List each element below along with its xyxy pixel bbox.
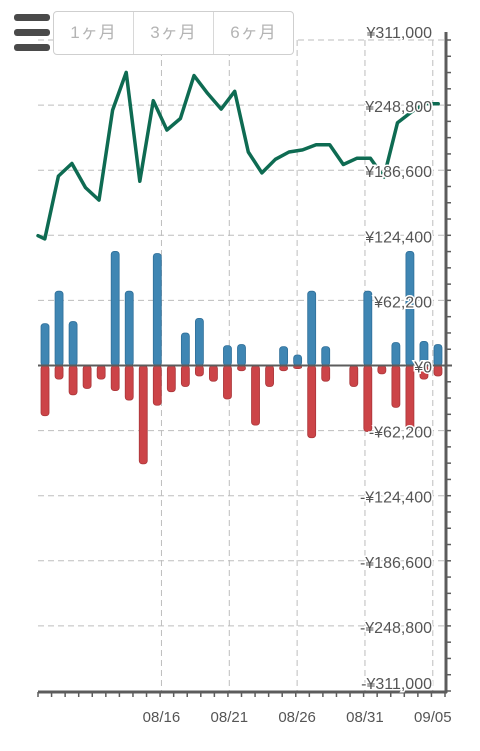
x-tick-label: 08/31 (346, 709, 384, 726)
bar-negative (138, 365, 148, 465)
bar-negative (307, 365, 317, 439)
period-tabs: 1ヶ月 3ヶ月 6ヶ月 (53, 11, 294, 55)
bar-negative (251, 365, 260, 426)
bar-negative (391, 365, 401, 408)
bar-positive (363, 290, 373, 366)
bar-positive (433, 344, 443, 366)
bar-negative (265, 365, 274, 387)
bar-positive (152, 253, 162, 366)
bar-positive (40, 323, 50, 366)
line-layer (36, 70, 440, 241)
bar-negative (433, 365, 443, 377)
bar-positive (54, 290, 64, 366)
y-tick-label: ¥0 (413, 360, 432, 377)
bar-positive (110, 251, 120, 366)
bar-negative (321, 365, 331, 382)
tab-6-months[interactable]: 6ヶ月 (213, 12, 293, 54)
bar-negative (405, 365, 415, 430)
bar-negative (180, 365, 190, 387)
bar-positive (180, 332, 190, 366)
bar-negative (377, 365, 387, 375)
y-tick-label: ¥248,800 (364, 99, 432, 116)
menu-bar-top (14, 14, 50, 21)
bar-negative (40, 365, 50, 417)
bar-negative (223, 365, 232, 400)
labels-layer: ¥311,000 ¥248,800 ¥186,600 ¥124,400 ¥62,200 ¥… (143, 24, 452, 727)
bar-positive (237, 344, 246, 366)
bar-positive (124, 290, 134, 366)
y-tick-label: -¥62,200 (369, 425, 432, 442)
bar-positive (293, 354, 303, 366)
bar-positive (321, 346, 331, 366)
bar-positive (391, 342, 401, 366)
bars-layer (40, 251, 443, 465)
bar-negative (349, 365, 359, 387)
y-tick-label: ¥62,200 (373, 294, 432, 311)
menu-bar-middle (14, 29, 50, 36)
bar-positive (68, 321, 78, 366)
bar-negative (54, 365, 64, 380)
tab-1-month[interactable]: 1ヶ月 (70, 23, 117, 42)
bar-negative (124, 365, 134, 401)
bar-negative (82, 365, 92, 389)
hamburger-menu-icon[interactable] (14, 14, 52, 54)
bar-positive (279, 346, 289, 366)
bar-negative (209, 365, 218, 382)
bar-negative (68, 365, 78, 396)
y-tick-label: -¥124,400 (360, 490, 432, 507)
axes-layer (37, 32, 452, 697)
y-tick-label: -¥186,600 (360, 555, 432, 572)
bar-negative (96, 365, 106, 380)
bar-positive (194, 318, 204, 366)
bar-negative (194, 365, 204, 377)
x-tick-label: 08/21 (211, 709, 249, 726)
tab-3-months[interactable]: 3ヶ月 (133, 12, 213, 54)
bar-negative (110, 365, 120, 392)
y-tick-label: -¥311,000 (361, 676, 432, 693)
y-tick-label: ¥124,400 (364, 229, 432, 246)
y-tick-label: -¥248,800 (360, 620, 432, 637)
x-tick-label: 08/16 (143, 709, 181, 726)
x-tick-label: 09/05 (414, 709, 452, 726)
menu-bar-bottom (14, 44, 50, 51)
x-tick-label: 08/26 (278, 709, 316, 726)
bar-negative (363, 365, 373, 432)
series-line (36, 70, 440, 241)
bar-negative (166, 365, 176, 393)
bar-negative (152, 365, 162, 406)
bar-positive (307, 290, 317, 366)
y-tick-label: ¥186,600 (364, 164, 432, 181)
bar-positive (223, 345, 232, 366)
y-tick-label: ¥311,000 (365, 25, 432, 42)
